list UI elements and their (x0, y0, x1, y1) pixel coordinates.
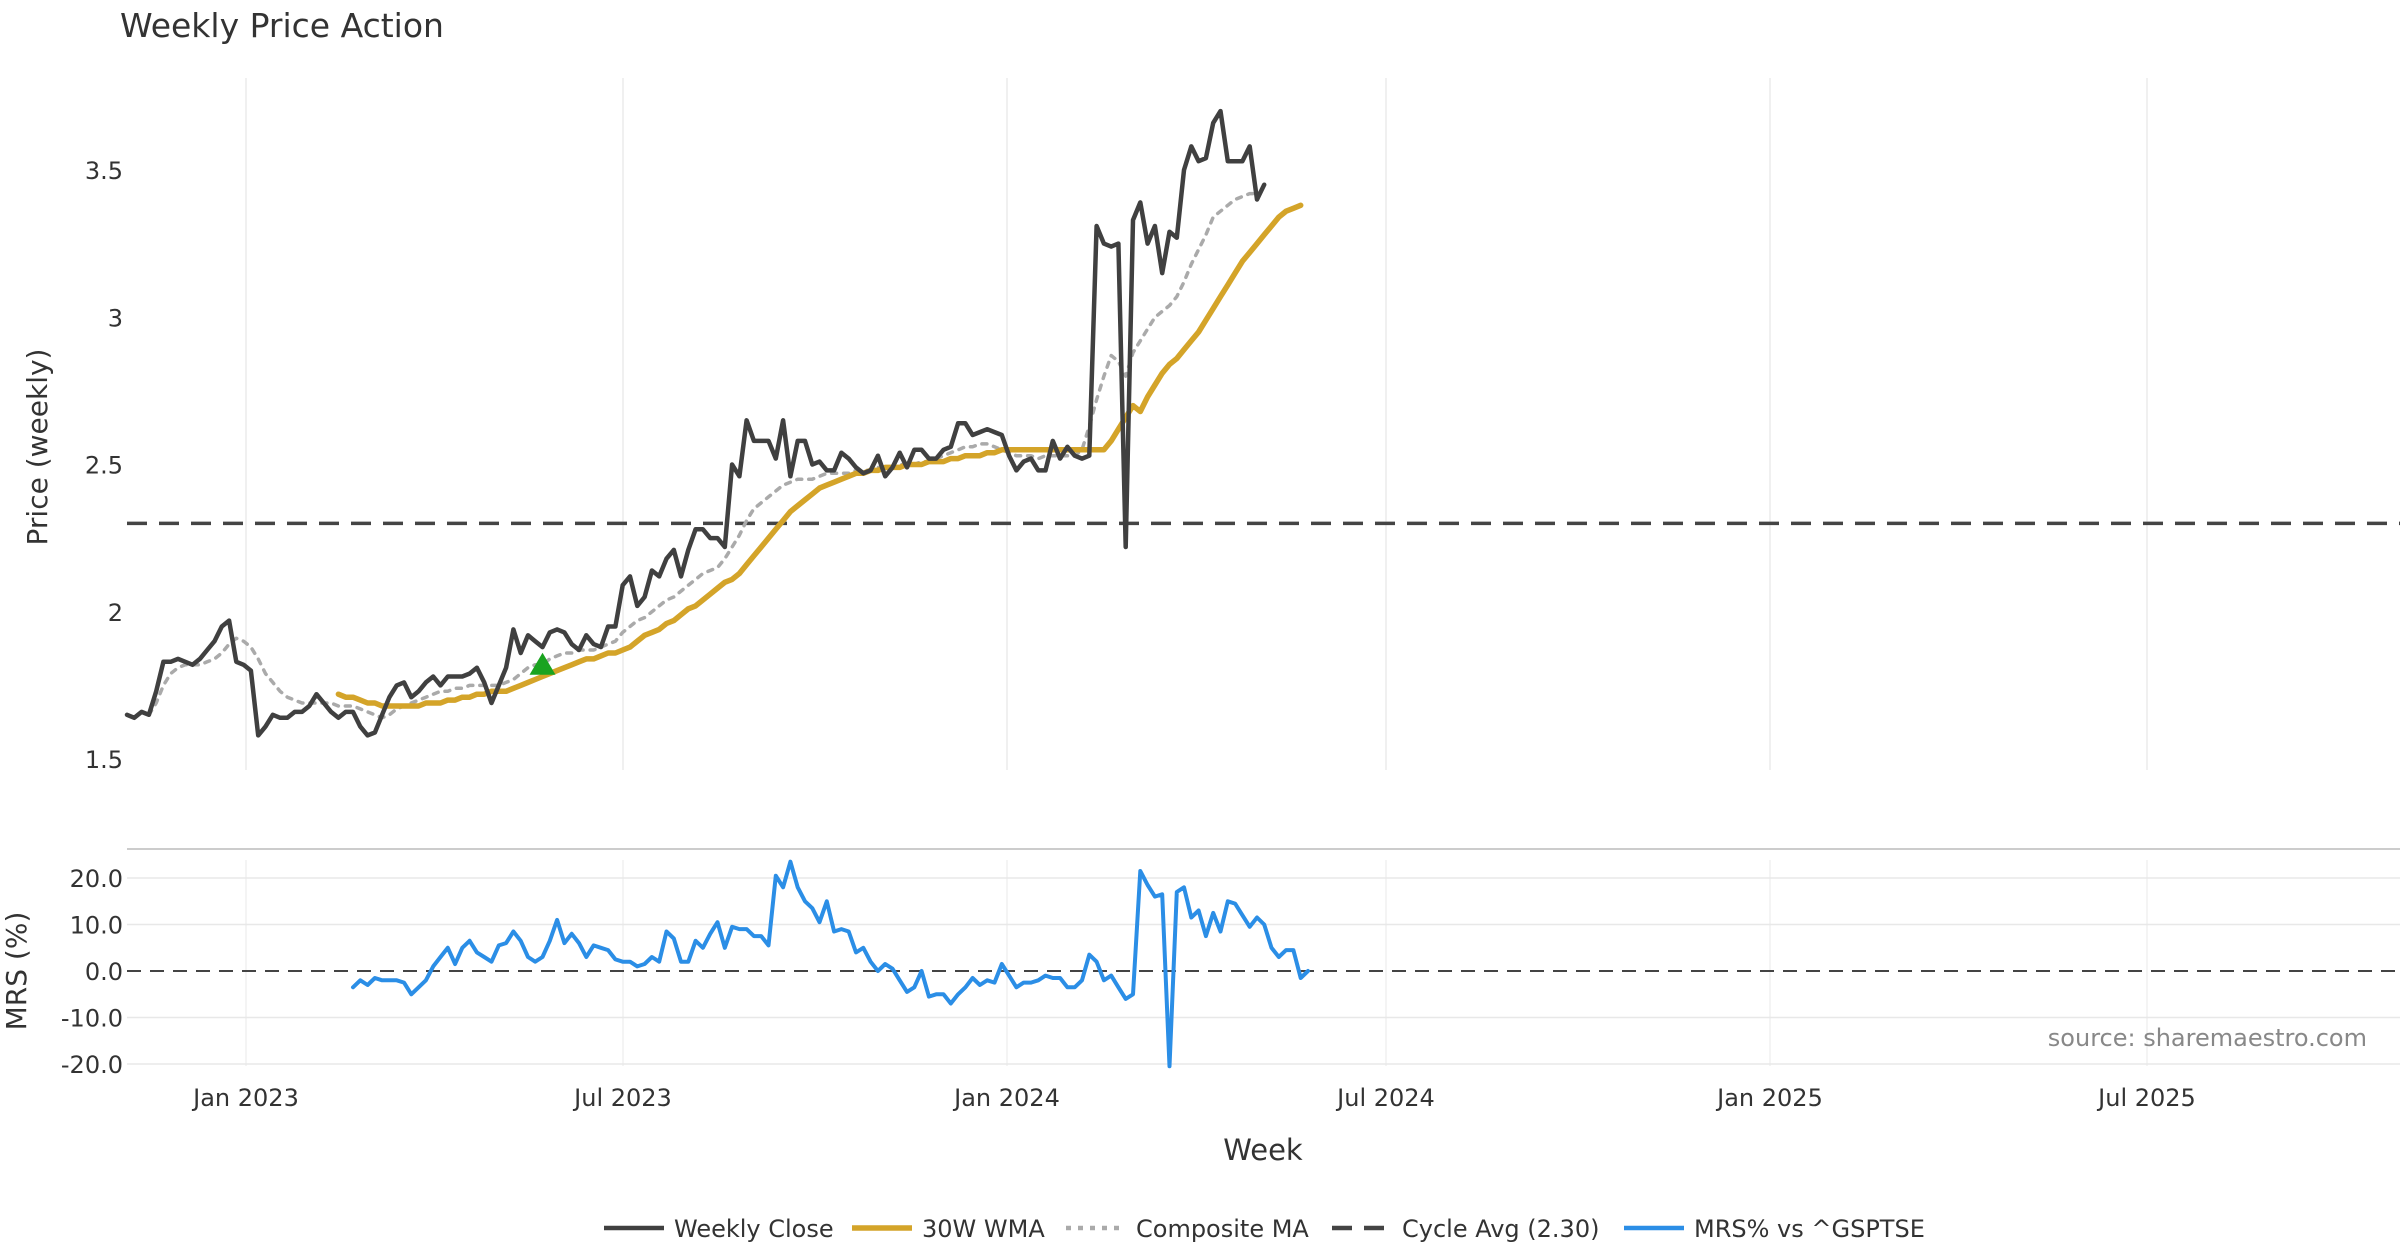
legend-label: Weekly Close (674, 1215, 834, 1243)
mrs-y-tick-label: 10.0 (70, 912, 123, 940)
price-y-tick-label: 3 (108, 304, 123, 332)
buy-signal-marker (529, 652, 556, 675)
x-tick-label: Jul 2024 (1335, 1084, 1435, 1112)
mrs-series-layer (351, 859, 1310, 1069)
x-tick-label: Jul 2023 (572, 1084, 672, 1112)
price-y-tick-label: 1.5 (85, 746, 123, 774)
legend-label: Cycle Avg (2.30) (1402, 1215, 1599, 1243)
price-y-tick-label: 2 (108, 599, 123, 627)
source-note: source: sharemaestro.com (2048, 1024, 2367, 1052)
x-tick-label: Jan 2025 (1715, 1084, 1823, 1112)
mrs-y-tick-label: 0.0 (85, 958, 123, 986)
price-y-tick-label: 2.5 (85, 452, 123, 480)
legend-label: MRS% vs ^GSPTSE (1694, 1215, 1925, 1243)
x-axis-label: Week (1223, 1133, 1303, 1167)
legend-label: Composite MA (1136, 1215, 1309, 1243)
mrs-grid (127, 860, 2400, 1066)
legend: Weekly Close 30W WMA Composite MA Cycle Avg… (604, 1215, 1925, 1243)
price-grid (245, 78, 2148, 770)
price-y-tick-label: 3.5 (85, 157, 123, 185)
price-y-axis: 1.5 2 2.5 3 3.5 (85, 157, 123, 774)
wma30-line (335, 202, 1304, 709)
weekly-close-line (124, 108, 1267, 738)
price-series-layer (124, 108, 2400, 738)
mrs-y-tick-label: 20.0 (70, 865, 123, 893)
price-y-axis-label: Price (weekly) (21, 349, 54, 546)
x-tick-label: Jan 2024 (952, 1084, 1060, 1112)
x-tick-label: Jan 2023 (191, 1084, 299, 1112)
mrs-line (351, 859, 1310, 1069)
x-axis: Jan 2023 Jul 2023 Jan 2024 Jul 2024 Jan 2025… (191, 1084, 2196, 1112)
x-tick-label: Jul 2025 (2096, 1084, 2196, 1112)
chart-title: Weekly Price Action (120, 6, 444, 45)
mrs-y-tick-label: -20.0 (61, 1051, 123, 1079)
legend-label: 30W WMA (922, 1215, 1045, 1243)
mrs-y-axis-label: MRS (%) (0, 912, 33, 1031)
mrs-y-axis: 20.0 10.0 0.0 -10.0 -20.0 (61, 865, 123, 1079)
mrs-y-tick-label: -10.0 (61, 1005, 123, 1033)
composite-line (147, 191, 1259, 720)
